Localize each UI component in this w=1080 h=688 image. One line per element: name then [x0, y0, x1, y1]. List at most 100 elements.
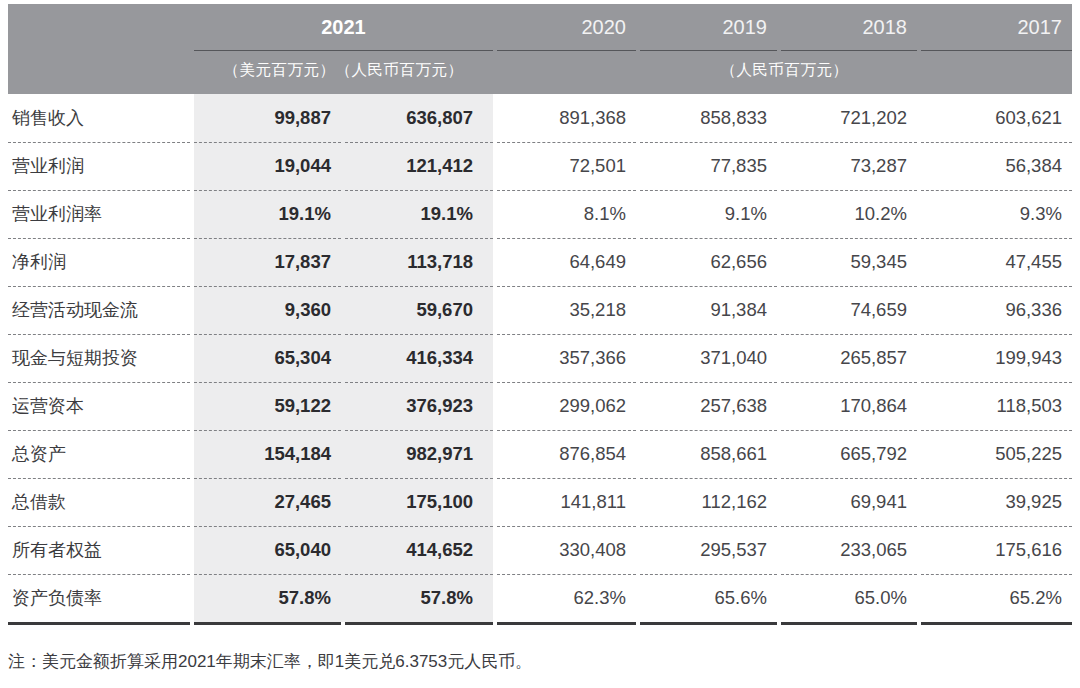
- value-2017: 47,455: [921, 238, 1072, 287]
- value-2021-rmb: 113,718: [345, 238, 493, 287]
- value-2021-rmb: 175,100: [345, 478, 493, 527]
- value-2019: 9.1%: [640, 190, 777, 239]
- table-row: 营业利润 19,044 121,412 72,501 77,835 73,287…: [8, 142, 1072, 190]
- value-2017: 96,336: [921, 286, 1072, 335]
- value-2017: 199,943: [921, 334, 1072, 383]
- row-label: 净利润: [8, 238, 190, 287]
- row-label: 所有者权益: [8, 526, 190, 575]
- table-row: 经营活动现金流 9,360 59,670 35,218 91,384 74,65…: [8, 286, 1072, 334]
- value-2017: 56,384: [921, 142, 1072, 191]
- value-2021-rmb: 416,334: [345, 334, 493, 383]
- table-row: 总资产 154,184 982,971 876,854 858,661 665,…: [8, 430, 1072, 478]
- header-units-spacer: [8, 47, 190, 94]
- value-2021-rmb: 121,412: [345, 142, 493, 191]
- value-2021-usd: 154,184: [194, 430, 341, 479]
- financial-summary-table: 2021 2020 2019 2018 2017 （美元百万元）（人民币百万元）…: [8, 4, 1072, 622]
- value-2017: 603,621: [921, 94, 1072, 143]
- value-2018: 721,202: [781, 94, 917, 143]
- value-2021-rmb: 982,971: [345, 430, 493, 479]
- value-2018: 170,864: [781, 382, 917, 431]
- value-2020: 141,811: [497, 478, 636, 527]
- value-2021-usd: 19,044: [194, 142, 341, 191]
- units-rmb-label: （人民币百万元）: [497, 47, 1072, 94]
- value-2021-usd: 65,304: [194, 334, 341, 383]
- row-label: 销售收入: [8, 94, 190, 143]
- table-header: 2021 2020 2019 2018 2017 （美元百万元）（人民币百万元）…: [8, 4, 1072, 94]
- table-row: 总借款 27,465 175,100 141,811 112,162 69,94…: [8, 478, 1072, 526]
- value-2020: 8.1%: [497, 190, 636, 239]
- table-row: 销售收入 99,887 636,807 891,368 858,833 721,…: [8, 94, 1072, 142]
- value-2020: 876,854: [497, 430, 636, 479]
- value-2020: 35,218: [497, 286, 636, 335]
- value-2020: 330,408: [497, 526, 636, 575]
- value-2019: 62,656: [640, 238, 777, 287]
- value-2020: 64,649: [497, 238, 636, 287]
- row-label: 营业利润: [8, 142, 190, 191]
- header-year-row: 2021 2020 2019 2018 2017: [8, 4, 1072, 47]
- table-row: 营业利润率 19.1% 19.1% 8.1% 9.1% 10.2% 9.3%: [8, 190, 1072, 238]
- value-2018: 74,659: [781, 286, 917, 335]
- value-2019: 112,162: [640, 478, 777, 527]
- table-row: 所有者权益 65,040 414,652 330,408 295,537 233…: [8, 526, 1072, 574]
- footnote: 注：美元金额折算采用2021年期末汇率，即1美元兑6.3753元人民币。: [8, 650, 1080, 673]
- table-row: 运营资本 59,122 376,923 299,062 257,638 170,…: [8, 382, 1072, 430]
- value-2021-usd: 59,122: [194, 382, 341, 431]
- value-2019: 295,537: [640, 526, 777, 575]
- value-2018: 59,345: [781, 238, 917, 287]
- value-2019: 257,638: [640, 382, 777, 431]
- value-2021-usd: 19.1%: [194, 190, 341, 239]
- row-label: 现金与短期投资: [8, 334, 190, 383]
- value-2017: 65.2%: [921, 574, 1072, 625]
- value-2021-rmb: 376,923: [345, 382, 493, 431]
- units-2021-label: （美元百万元）（人民币百万元）: [194, 47, 493, 94]
- value-2018: 73,287: [781, 142, 917, 191]
- row-label: 总资产: [8, 430, 190, 479]
- value-2021-rmb: 636,807: [345, 94, 493, 143]
- col-header-2019: 2019: [640, 4, 777, 51]
- value-2018: 65.0%: [781, 574, 917, 625]
- table-rows: 销售收入 99,887 636,807 891,368 858,833 721,…: [8, 94, 1072, 622]
- col-header-2017: 2017: [921, 4, 1072, 51]
- col-header-2020: 2020: [497, 4, 636, 51]
- value-2017: 175,616: [921, 526, 1072, 575]
- value-2020: 72,501: [497, 142, 636, 191]
- value-2021-rmb: 59,670: [345, 286, 493, 335]
- value-2018: 69,941: [781, 478, 917, 527]
- table-row: 现金与短期投资 65,304 416,334 357,366 371,040 2…: [8, 334, 1072, 382]
- value-2021-usd: 27,465: [194, 478, 341, 527]
- value-2019: 858,833: [640, 94, 777, 143]
- value-2019: 77,835: [640, 142, 777, 191]
- value-2018: 10.2%: [781, 190, 917, 239]
- value-2020: 299,062: [497, 382, 636, 431]
- value-2019: 91,384: [640, 286, 777, 335]
- value-2019: 858,661: [640, 430, 777, 479]
- value-2017: 39,925: [921, 478, 1072, 527]
- row-label: 营业利润率: [8, 190, 190, 239]
- value-2021-usd: 99,887: [194, 94, 341, 143]
- value-2017: 505,225: [921, 430, 1072, 479]
- header-units-row: （美元百万元）（人民币百万元） （人民币百万元）: [8, 47, 1072, 94]
- value-2020: 62.3%: [497, 574, 636, 625]
- value-2021-usd: 65,040: [194, 526, 341, 575]
- value-2018: 665,792: [781, 430, 917, 479]
- value-2021-rmb: 57.8%: [345, 574, 493, 625]
- value-2019: 65.6%: [640, 574, 777, 625]
- value-2021-rmb: 19.1%: [345, 190, 493, 239]
- value-2021-usd: 9,360: [194, 286, 341, 335]
- value-2021-rmb: 414,652: [345, 526, 493, 575]
- value-2017: 118,503: [921, 382, 1072, 431]
- row-label: 资产负债率: [8, 574, 190, 625]
- value-2018: 233,065: [781, 526, 917, 575]
- value-2017: 9.3%: [921, 190, 1072, 239]
- row-label: 经营活动现金流: [8, 286, 190, 335]
- table-row: 资产负债率 57.8% 57.8% 62.3% 65.6% 65.0% 65.2…: [8, 574, 1072, 622]
- value-2020: 357,366: [497, 334, 636, 383]
- table-body: 销售收入 99,887 636,807 891,368 858,833 721,…: [8, 94, 1072, 622]
- value-2020: 891,368: [497, 94, 636, 143]
- col-header-2018: 2018: [781, 4, 917, 51]
- value-2019: 371,040: [640, 334, 777, 383]
- col-header-2021: 2021: [194, 4, 493, 51]
- row-label: 运营资本: [8, 382, 190, 431]
- header-label-spacer: [8, 4, 190, 51]
- table-row: 净利润 17,837 113,718 64,649 62,656 59,345 …: [8, 238, 1072, 286]
